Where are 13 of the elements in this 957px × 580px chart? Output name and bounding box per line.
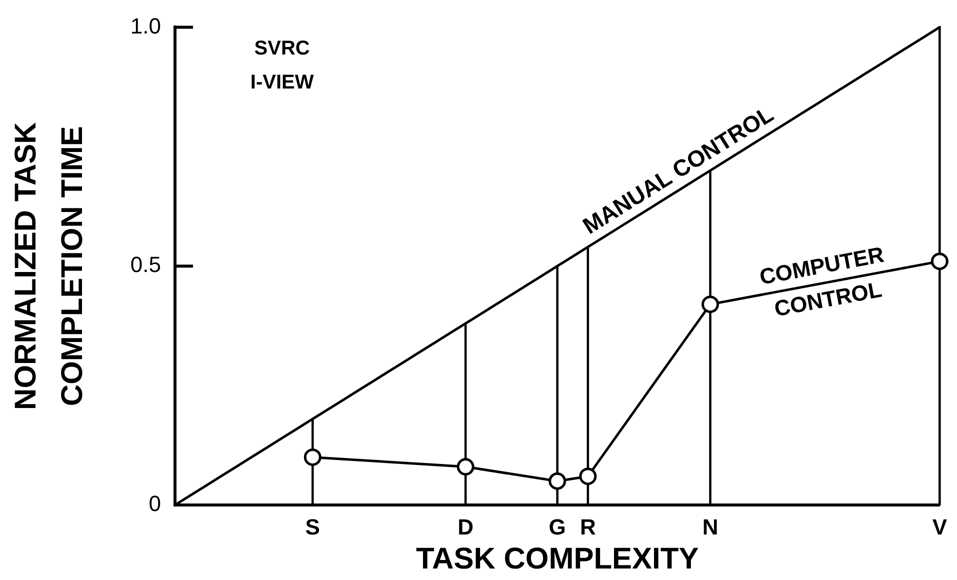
x-tick-label: G <box>548 514 566 540</box>
x-tick-label: N <box>702 514 718 540</box>
x-axis-title: TASK COMPLEXITY <box>416 542 699 576</box>
y-axis-title: NORMALIZED TASK COMPLETION TIME <box>10 122 90 410</box>
x-tick-label: D <box>458 514 474 540</box>
x-tick-label: R <box>580 514 596 540</box>
x-tick-label: V <box>932 514 948 540</box>
annotation: SVRC I-VIEW <box>250 38 314 94</box>
y-tick-label: 0.5 <box>130 252 161 278</box>
text: COMPUTER CONTROL <box>758 242 886 322</box>
y-tick-label: 0 <box>148 491 161 516</box>
x-tick-label: S <box>305 514 320 540</box>
y-tick-label: 1.0 <box>130 13 161 38</box>
